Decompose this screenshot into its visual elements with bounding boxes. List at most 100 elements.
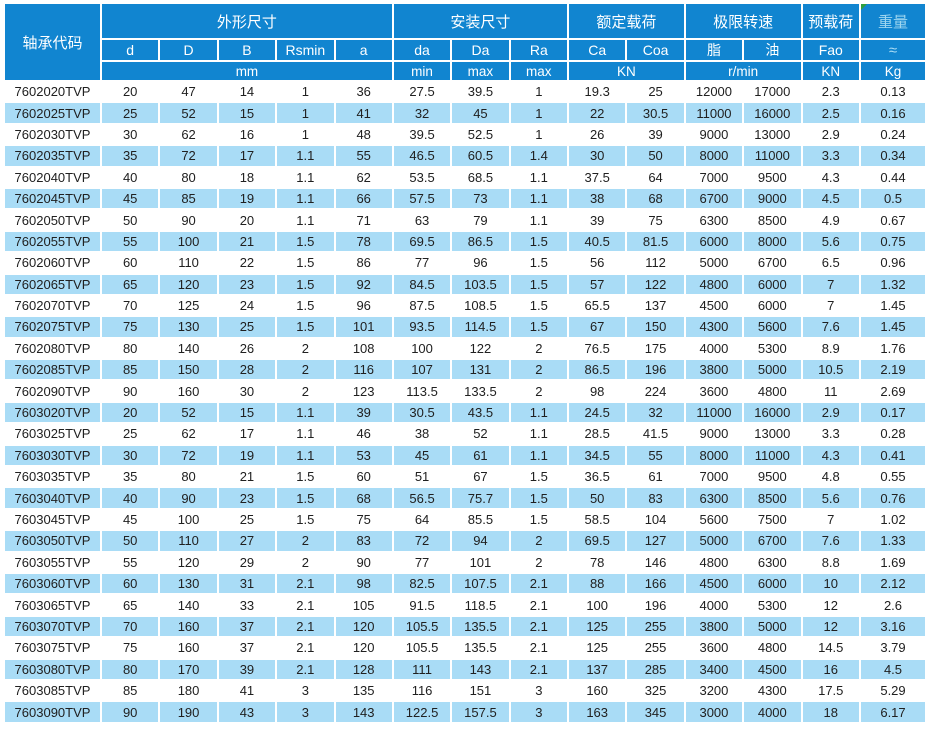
value-cell: 3.3 bbox=[802, 424, 859, 444]
value-cell: 6.5 bbox=[802, 253, 859, 273]
value-cell: 4.9 bbox=[802, 210, 859, 230]
value-cell: 16000 bbox=[744, 103, 801, 123]
value-cell: 1.5 bbox=[510, 467, 567, 487]
header-col-fao: Fao bbox=[802, 40, 859, 60]
value-cell: 8.8 bbox=[802, 552, 859, 572]
value-cell: 2 bbox=[277, 531, 334, 551]
value-cell: 105.5 bbox=[393, 638, 451, 658]
table-row: 7603060TVP 60 130 31 2.1 98 82.5 107.5 2.1 88 166 4… bbox=[5, 573, 925, 594]
value-cell: 25 bbox=[102, 103, 159, 123]
table-row: 7603035TVP 35 80 21 1.5 60 51 67 1.5 36.5 61 7000 95… bbox=[5, 467, 925, 487]
value-cell: 64 bbox=[627, 167, 684, 187]
value-cell: 1.5 bbox=[277, 488, 334, 508]
value-cell: 1.5 bbox=[510, 317, 567, 337]
value-cell: 23 bbox=[218, 274, 276, 294]
table-row: 7603070TVP 70 160 37 2.1 120 105.5 135.5 2.1 125 2… bbox=[5, 616, 925, 637]
value-cell: 3.16 bbox=[861, 616, 925, 637]
value-cell: 9500 bbox=[744, 467, 801, 487]
value-cell: 26 bbox=[218, 338, 276, 359]
value-cell: 67 bbox=[452, 467, 509, 487]
value-cell: 17 bbox=[218, 424, 276, 444]
value-cell: 4000 bbox=[685, 595, 743, 615]
table-row: 7602075TVP 75 130 25 1.5 101 93.5 114.5 1.5 67 150… bbox=[5, 317, 925, 337]
value-cell: 90 bbox=[160, 488, 217, 508]
value-cell: 0.96 bbox=[861, 253, 925, 273]
value-cell: 1.45 bbox=[861, 295, 925, 316]
value-cell: 36 bbox=[335, 82, 392, 102]
value-cell: 28 bbox=[218, 360, 276, 380]
table-row: 7603065TVP 65 140 33 2.1 105 91.5 118.5 2.1 100 19… bbox=[5, 595, 925, 615]
header-group-limit-speed: 极限转速 bbox=[685, 4, 801, 38]
value-cell: 6700 bbox=[685, 188, 743, 209]
value-cell: 6000 bbox=[744, 573, 801, 594]
value-cell: 4800 bbox=[685, 274, 743, 294]
value-cell: 25 bbox=[218, 509, 276, 530]
value-cell: 41.5 bbox=[627, 424, 684, 444]
value-cell: 56 bbox=[569, 253, 626, 273]
value-cell: 77 bbox=[393, 253, 451, 273]
value-cell: 50 bbox=[102, 531, 159, 551]
value-cell: 1.32 bbox=[861, 274, 925, 294]
value-cell: 43.5 bbox=[452, 402, 509, 423]
table-row: 7602080TVP 80 140 26 2 108 100 122 2 76.5 175 4000 5… bbox=[5, 338, 925, 359]
header-col-approx: ≈ bbox=[861, 40, 925, 60]
value-cell: 69.5 bbox=[569, 531, 626, 551]
header-col-Da: Da bbox=[452, 40, 509, 60]
value-cell: 87.5 bbox=[393, 295, 451, 316]
value-cell: 12 bbox=[802, 595, 859, 615]
header-col-oil: 油 bbox=[744, 40, 801, 60]
value-cell: 4500 bbox=[685, 295, 743, 316]
value-cell: 53.5 bbox=[393, 167, 451, 187]
value-cell: 7 bbox=[802, 509, 859, 530]
value-cell: 104 bbox=[627, 509, 684, 530]
table-row: 7603075TVP 75 160 37 2.1 120 105.5 135.5 2.1 125 2… bbox=[5, 638, 925, 658]
value-cell: 4300 bbox=[685, 317, 743, 337]
table-body: 7602020TVP 20 47 14 1 36 27.5 39.5 1 19.3 25 12000 1… bbox=[5, 82, 925, 722]
value-cell: 108 bbox=[335, 338, 392, 359]
value-cell: 77 bbox=[393, 552, 451, 572]
value-cell: 22 bbox=[569, 103, 626, 123]
bearing-code-cell: 7603075TVP bbox=[5, 638, 100, 658]
value-cell: 10 bbox=[802, 573, 859, 594]
value-cell: 75 bbox=[335, 509, 392, 530]
value-cell: 86.5 bbox=[452, 231, 509, 252]
value-cell: 1 bbox=[510, 82, 567, 102]
value-cell: 2.1 bbox=[277, 616, 334, 637]
unit-kg: Kg bbox=[861, 62, 925, 80]
value-cell: 22 bbox=[218, 253, 276, 273]
value-cell: 98 bbox=[335, 573, 392, 594]
value-cell: 0.24 bbox=[861, 124, 925, 145]
value-cell: 3 bbox=[277, 702, 334, 722]
value-cell: 73 bbox=[452, 188, 509, 209]
value-cell: 5000 bbox=[744, 616, 801, 637]
value-cell: 88 bbox=[569, 573, 626, 594]
value-cell: 86.5 bbox=[569, 360, 626, 380]
value-cell: 46.5 bbox=[393, 146, 451, 166]
value-cell: 62 bbox=[160, 124, 217, 145]
value-cell: 1.1 bbox=[277, 402, 334, 423]
bearing-code-cell: 7603035TVP bbox=[5, 467, 100, 487]
value-cell: 180 bbox=[160, 680, 217, 701]
value-cell: 55 bbox=[335, 146, 392, 166]
value-cell: 2.6 bbox=[861, 595, 925, 615]
value-cell: 47 bbox=[160, 82, 217, 102]
value-cell: 96 bbox=[452, 253, 509, 273]
value-cell: 11 bbox=[802, 381, 859, 401]
value-cell: 160 bbox=[160, 381, 217, 401]
value-cell: 68.5 bbox=[452, 167, 509, 187]
table-header: 轴承代码 外形尺寸 安装尺寸 额定载荷 极限转速 预载荷 重量 d D B Rs… bbox=[5, 4, 925, 80]
value-cell: 110 bbox=[160, 253, 217, 273]
value-cell: 34.5 bbox=[569, 445, 626, 466]
value-cell: 27.5 bbox=[393, 82, 451, 102]
value-cell: 140 bbox=[160, 338, 217, 359]
header-col-B: B bbox=[218, 40, 276, 60]
value-cell: 4800 bbox=[744, 381, 801, 401]
value-cell: 7 bbox=[802, 274, 859, 294]
value-cell: 1.1 bbox=[510, 167, 567, 187]
value-cell: 118.5 bbox=[452, 595, 509, 615]
value-cell: 3800 bbox=[685, 616, 743, 637]
value-cell: 196 bbox=[627, 360, 684, 380]
value-cell: 2.1 bbox=[510, 573, 567, 594]
value-cell: 113.5 bbox=[393, 381, 451, 401]
value-cell: 19 bbox=[218, 445, 276, 466]
